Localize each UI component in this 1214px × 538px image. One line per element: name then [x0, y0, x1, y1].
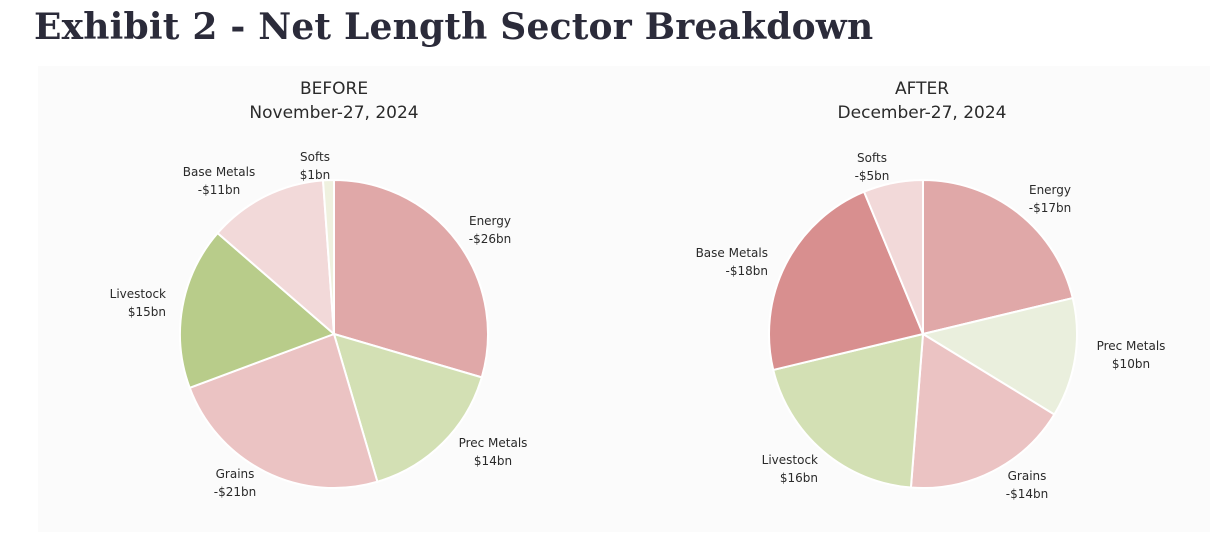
slice-label-before-prec-metals: Prec Metals $14bn — [459, 436, 528, 468]
chart-subtitle-before: November-27, 2024 — [249, 103, 418, 123]
slice-label-before-energy: Energy -$26bn — [469, 214, 511, 246]
pie-charts: BEFORE November-27, 2024 Energy -$26bn Prec … — [110, 79, 1166, 501]
page-title: Exhibit 2 - Net Length Sector Breakdown — [34, 6, 874, 48]
slice-label-after-grains: Grains -$14bn — [1006, 469, 1048, 501]
pie-slice-before-grains — [188, 333, 379, 489]
slice-label-before-softs: Softs $1bn — [300, 150, 331, 182]
pie-slice-before-base-metals — [216, 179, 335, 335]
slice-label-after-prec-metals: Prec Metals $10bn — [1097, 339, 1166, 371]
slice-label-before-base-metals: Base Metals -$11bn — [183, 165, 255, 197]
pie-slice-before-softs — [322, 178, 335, 335]
slice-label-after-energy: Energy -$17bn — [1029, 183, 1071, 215]
pie-slice-before-energy — [333, 179, 489, 379]
pie-slice-after-base-metals — [768, 190, 924, 371]
pie-slice-after-grains — [909, 333, 1056, 489]
slice-label-before-livestock: Livestock $15bn — [110, 287, 166, 319]
chart-title-before: BEFORE — [300, 79, 368, 99]
slice-label-after-livestock: Livestock $16bn — [762, 453, 818, 485]
chart-area: BEFORE November-27, 2024 Energy -$26bn Prec … — [38, 66, 1210, 532]
slice-label-before-grains: Grains -$21bn — [214, 467, 256, 499]
slice-label-after-softs: Softs -$5bn — [855, 151, 890, 183]
chart-title-after: AFTER — [895, 79, 949, 99]
pie-slice-after-prec-metals — [922, 297, 1078, 416]
pie-slice-after-energy — [922, 179, 1074, 335]
slice-label-after-base-metals: Base Metals -$18bn — [696, 246, 768, 278]
pie-slice-after-softs — [863, 179, 924, 335]
pie-slice-before-livestock — [179, 232, 335, 389]
pie-slice-before-prec-metals — [333, 333, 483, 483]
pie-slice-after-livestock — [772, 333, 924, 489]
chart-subtitle-after: December-27, 2024 — [838, 103, 1007, 123]
